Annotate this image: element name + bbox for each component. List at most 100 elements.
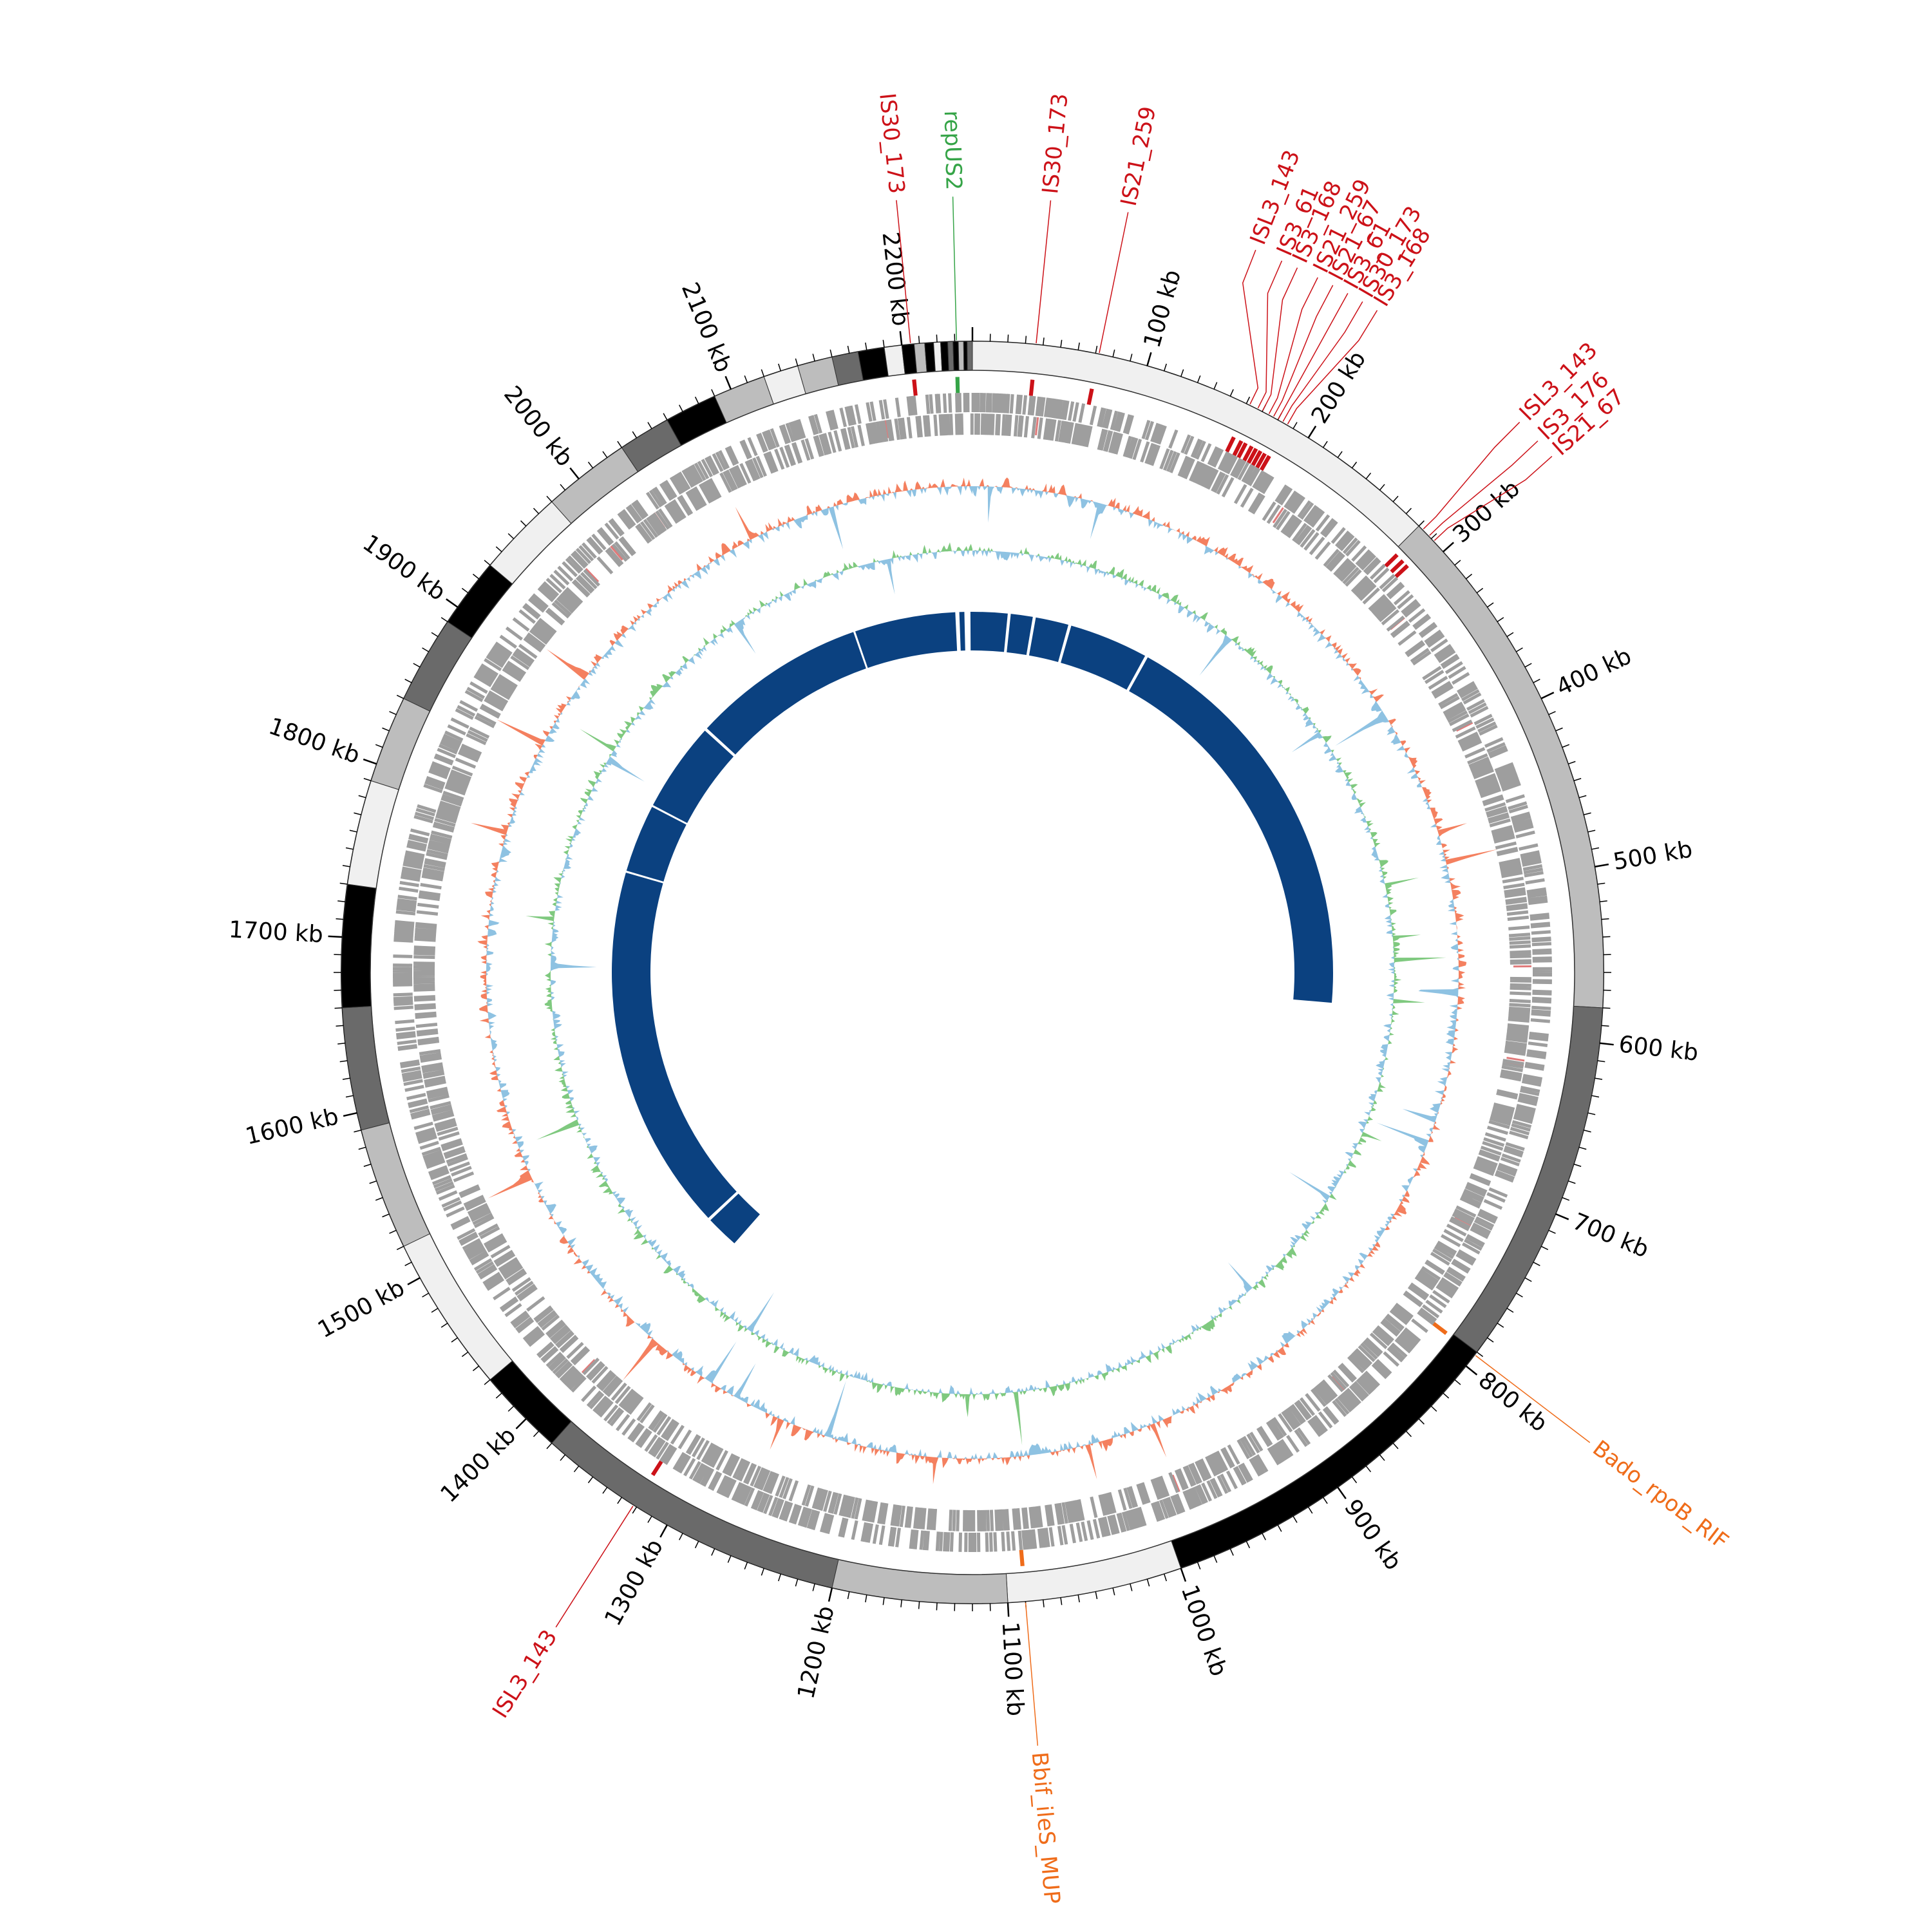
contig-segment	[342, 1005, 390, 1131]
minor-tick	[1077, 1595, 1080, 1603]
minor-tick	[461, 587, 469, 594]
minor-tick	[1262, 1533, 1266, 1540]
minor-tick	[1418, 1418, 1425, 1425]
minor-tick	[560, 1454, 566, 1461]
minor-tick	[918, 336, 920, 344]
annotation-marker	[1225, 436, 1236, 453]
annotation-marker	[1028, 379, 1035, 396]
major-tick	[899, 331, 903, 346]
annotation-marker	[1432, 1321, 1448, 1335]
minor-tick	[1112, 349, 1115, 357]
blast-hit-segment	[1007, 614, 1033, 656]
gene-feature-mark	[1034, 417, 1039, 435]
gene-feature-mark	[884, 420, 889, 439]
annotation-marker	[1247, 448, 1258, 464]
minor-tick	[882, 1597, 885, 1605]
major-tick	[446, 598, 459, 608]
minor-tick	[451, 1337, 459, 1343]
minor-tick	[354, 812, 362, 815]
minor-tick	[694, 1540, 699, 1549]
minor-tick	[1443, 1392, 1450, 1399]
minor-tick	[440, 617, 448, 623]
minor-tick	[1540, 1245, 1549, 1251]
contig-segment	[958, 341, 965, 371]
minor-tick	[1025, 336, 1027, 344]
contig-segment	[967, 341, 973, 371]
minor-tick	[336, 1025, 344, 1027]
major-tick	[724, 375, 732, 390]
blast-hit-segment	[855, 612, 958, 668]
contig-segment	[963, 341, 968, 371]
scale-tick-label: 1100 kb	[997, 1621, 1028, 1717]
annotation-leader-lines	[555, 196, 1591, 1746]
annotation-marker	[1242, 445, 1254, 462]
scale-tick-label: 1500 kb	[314, 1274, 409, 1343]
minor-tick	[1548, 1229, 1556, 1234]
minor-tick	[617, 1497, 623, 1504]
minor-tick	[744, 1562, 748, 1570]
minor-tick	[1293, 422, 1298, 430]
minor-tick	[1007, 334, 1009, 343]
minor-tick	[546, 1443, 553, 1450]
minor-tick	[602, 451, 608, 459]
minor-tick	[1555, 727, 1563, 732]
gc-skew-negative	[551, 551, 1394, 1394]
blast-hit-segment	[706, 632, 866, 755]
contig-segment	[831, 1558, 1009, 1604]
reverse-strand-genes	[413, 413, 1531, 1532]
scale-tick-label: 1300 kb	[600, 1535, 668, 1630]
minor-tick	[396, 694, 404, 699]
scale-tick-label: 2100 kb	[676, 279, 737, 376]
annotation-marker	[1232, 440, 1244, 457]
major-tick	[1442, 542, 1454, 553]
minor-tick	[1379, 484, 1385, 491]
annotation-leader-line	[1242, 249, 1259, 404]
annotation-marker	[1236, 442, 1248, 459]
minor-tick	[472, 1365, 480, 1372]
minor-tick	[440, 1322, 448, 1328]
gene-feature-mark	[1506, 1057, 1525, 1062]
scale-tick-label: 2200 kb	[877, 231, 914, 327]
minor-tick	[1042, 337, 1045, 346]
annotation-leader-line	[1273, 285, 1334, 417]
major-tick	[828, 1587, 833, 1602]
minor-tick	[1595, 1077, 1603, 1080]
major-tick	[569, 467, 580, 480]
minor-tick	[337, 900, 346, 903]
scale-tick-label: 1900 kb	[358, 530, 450, 606]
scale-tick-label: 1700 kb	[228, 916, 324, 948]
minor-tick	[1060, 1597, 1063, 1605]
annotation-marker	[1086, 388, 1094, 405]
annotation-leader-line	[952, 196, 957, 341]
minor-tick	[1497, 617, 1504, 623]
gene-feature-mark	[1455, 721, 1473, 732]
major-tick	[407, 1276, 421, 1285]
minor-tick	[936, 1602, 938, 1611]
minor-tick	[865, 342, 867, 350]
blast-hit-segment	[626, 806, 687, 882]
minor-tick	[1245, 1540, 1251, 1549]
minor-tick	[1465, 573, 1473, 580]
minor-tick	[507, 533, 515, 540]
minor-tick	[1567, 761, 1576, 765]
minor-tick	[1583, 812, 1591, 815]
blast-hit-segment	[652, 730, 734, 824]
major-tick	[1146, 352, 1152, 366]
scale-tick-label: 800 kb	[1473, 1367, 1552, 1437]
blast-hit-segment	[972, 612, 1008, 652]
annotation-label: Bado_rpoB_RIF	[1587, 1435, 1733, 1555]
minor-tick	[936, 334, 938, 343]
minor-tick	[587, 1476, 594, 1484]
minor-tick	[1583, 1130, 1591, 1133]
gene-feature-mark	[585, 567, 600, 583]
major-tick	[1465, 1365, 1478, 1376]
annotation-marker	[1251, 450, 1263, 466]
scale-tick-label: 2000 kb	[498, 381, 578, 471]
minor-tick	[382, 1213, 390, 1218]
minor-tick	[1578, 795, 1587, 799]
contig-ring-inner-edge	[370, 370, 1575, 1575]
minor-tick	[1602, 1007, 1611, 1009]
blast-hit-segment	[959, 612, 965, 651]
